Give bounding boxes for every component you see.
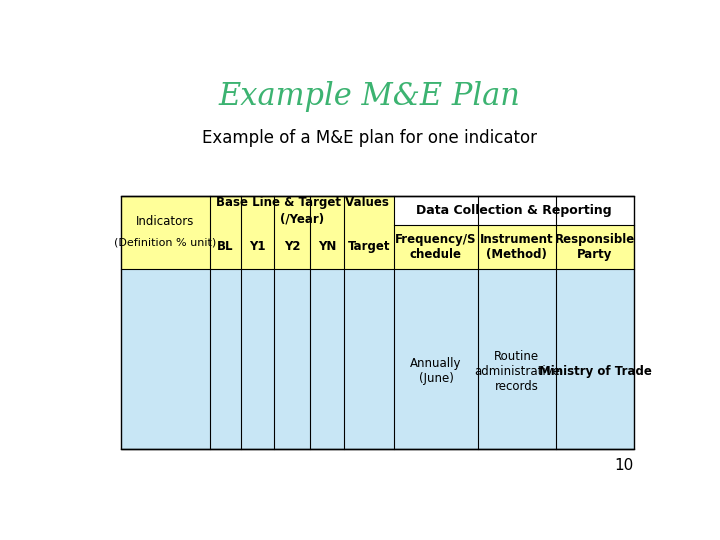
Text: Data Collection & Reporting: Data Collection & Reporting: [416, 204, 612, 217]
Text: Indicators: Indicators: [136, 215, 194, 228]
Text: Example of a M&E plan for one indicator: Example of a M&E plan for one indicator: [202, 129, 536, 147]
Bar: [394, 268, 478, 449]
Bar: [240, 268, 274, 449]
Text: Example M&E Plan: Example M&E Plan: [218, 82, 520, 112]
Bar: [344, 268, 394, 449]
Bar: [121, 268, 210, 449]
Text: (/Year): (/Year): [280, 212, 324, 225]
Bar: [210, 268, 240, 449]
Text: BL: BL: [217, 240, 233, 253]
Bar: [310, 268, 344, 449]
Text: Annually
(June): Annually (June): [410, 357, 462, 386]
Bar: [556, 268, 634, 449]
Text: Routine
administrative
records: Routine administrative records: [474, 350, 560, 393]
Text: Ministry of Trade: Ministry of Trade: [539, 365, 652, 378]
Text: Frequency/S: Frequency/S: [395, 233, 477, 246]
Text: Y1: Y1: [249, 240, 266, 253]
Text: Base Line & Target Values: Base Line & Target Values: [215, 195, 389, 208]
Text: Instrument: Instrument: [480, 233, 554, 246]
Bar: [478, 225, 556, 268]
Text: 10: 10: [615, 458, 634, 473]
Text: chedule: chedule: [410, 248, 462, 261]
Bar: [394, 196, 634, 225]
Text: Responsible: Responsible: [555, 233, 635, 246]
Text: Party: Party: [577, 248, 613, 261]
Bar: [478, 268, 556, 449]
Text: Y2: Y2: [284, 240, 300, 253]
Text: YN: YN: [318, 240, 336, 253]
Text: (Definition % unit): (Definition % unit): [114, 238, 217, 247]
Bar: [121, 196, 210, 268]
Bar: [274, 268, 310, 449]
Text: (Method): (Method): [487, 248, 547, 261]
Bar: [394, 225, 478, 268]
Text: Target: Target: [348, 240, 390, 253]
Bar: [210, 196, 394, 268]
Bar: [556, 225, 634, 268]
Bar: [121, 196, 634, 449]
